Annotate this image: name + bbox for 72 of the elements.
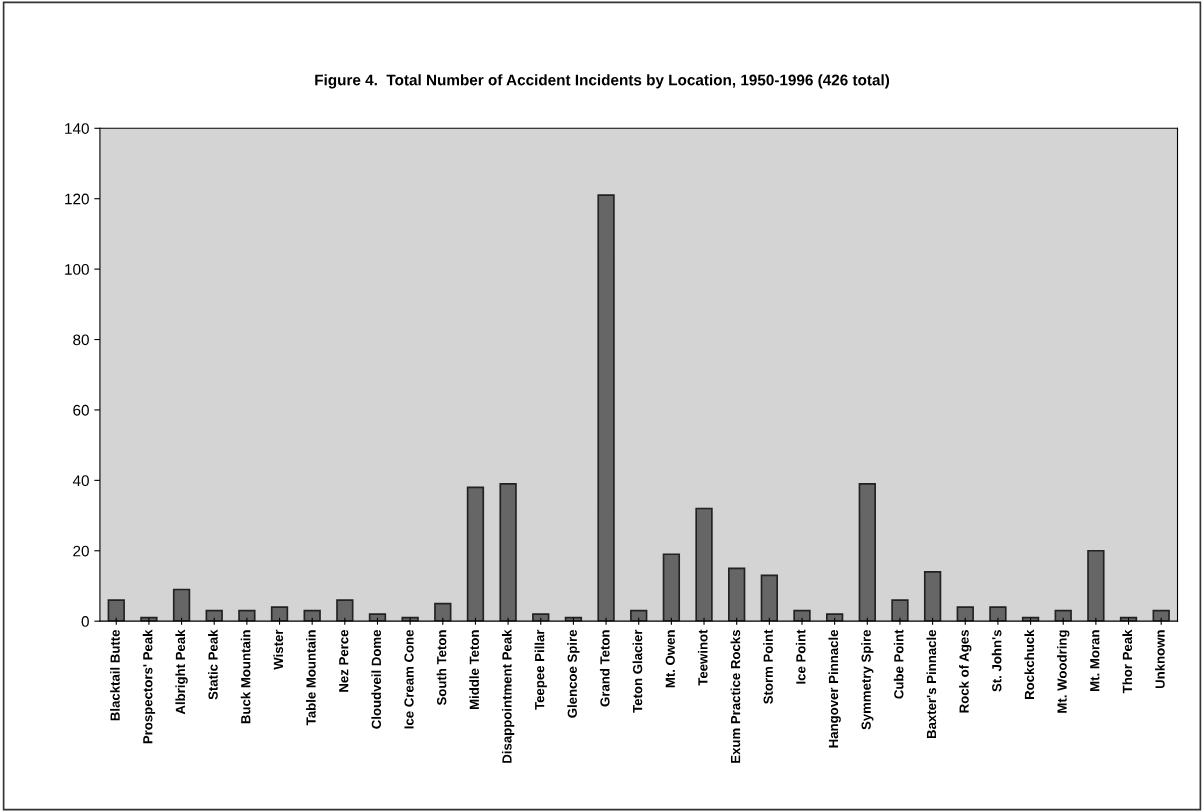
x-tick-label: Teton Glacier: [632, 629, 643, 713]
x-tick-label: Cloudveil Dome: [371, 629, 382, 729]
bar: [956, 606, 974, 622]
bar: [630, 609, 648, 622]
x-tick-label: Symmetry Spire: [861, 629, 874, 730]
x-tick-label: Rock of Ages: [959, 630, 972, 713]
y-tick-label: 20: [73, 545, 89, 557]
bar: [662, 553, 681, 622]
x-tick-label: Mt. Owen: [665, 630, 675, 688]
bar: [532, 613, 550, 622]
bar: [1152, 609, 1170, 622]
bar: [466, 486, 485, 622]
x-tick-label: Middle Teton: [469, 630, 479, 710]
bar: [270, 606, 289, 622]
bar: [303, 609, 321, 622]
bar: [1087, 549, 1105, 622]
x-tick-label: Cube Point: [893, 629, 904, 699]
y-tick-label: 80: [73, 334, 89, 346]
y-tick-label: 60: [73, 404, 89, 416]
bar: [728, 567, 746, 622]
x-tick-label: Ice Cream Cone: [404, 629, 414, 729]
x-tick-label: Buck Mountain: [240, 630, 251, 724]
bar: [238, 609, 256, 622]
chart-title: Figure 4. Total Number of Accident Incidents by Location, 1950-1996 (426 total): [315, 74, 890, 89]
x-tick-label: Static Peak: [208, 629, 218, 700]
x-tick-label: Prospectors' Peak: [142, 629, 156, 744]
x-tick-label: Nez Perce: [339, 629, 349, 692]
x-tick-label: Mt. Moran: [1090, 630, 1100, 691]
x-tick-label: Hangover Pinnacle: [828, 629, 841, 748]
bar: [825, 613, 844, 622]
x-tick-label: South Teton: [436, 630, 447, 706]
x-tick-label: Rockchuck: [1024, 629, 1035, 700]
bar: [401, 616, 419, 622]
bar: [760, 574, 779, 622]
y-tick-label: 140: [65, 123, 89, 134]
bar: [205, 609, 223, 622]
x-tick-label: Teewinot: [697, 629, 708, 686]
y-tick-label: 100: [65, 263, 89, 275]
x-tick-label: Table Mountain: [306, 630, 316, 726]
bar: [695, 507, 713, 622]
bar: [336, 599, 354, 622]
y-tick-label: 0: [81, 616, 89, 627]
x-tick-label: Exum Practice Rocks: [730, 630, 741, 763]
x-tick-label: Albright Peak: [175, 629, 188, 715]
x-tick-label: Unknown: [1155, 630, 1165, 689]
x-tick-label: Thor Peak: [1122, 629, 1133, 694]
y-tick-label: 40: [72, 475, 89, 487]
x-tick-label: Mt. Woodring: [1057, 630, 1070, 713]
x-tick-label: Baxter's Pinnacle: [926, 629, 937, 739]
bar: [368, 613, 387, 622]
y-tick-label: 120: [65, 193, 89, 205]
x-tick-label: Storm Point: [763, 629, 773, 704]
bar: [1054, 609, 1072, 622]
x-tick-label: Grand Teton: [599, 630, 610, 707]
bar: [858, 483, 876, 622]
x-tick-label: Disappointment Peak: [501, 629, 515, 763]
bar: [597, 194, 615, 622]
x-tick-label: Blacktail Butte: [110, 629, 120, 721]
bar: [793, 609, 811, 622]
x-tick-label: Ice Point: [795, 629, 806, 684]
x-tick-label: Glencoe Spire: [567, 629, 580, 718]
bar: [989, 606, 1007, 622]
bar: [499, 483, 517, 622]
bar: [891, 599, 909, 622]
x-tick-label: Wister: [273, 629, 284, 670]
bar: [107, 599, 125, 622]
bar: [434, 602, 452, 622]
bar: [923, 571, 942, 622]
x-tick-label: St. John's: [991, 630, 1002, 692]
bar: [140, 616, 158, 622]
bar: [172, 588, 191, 622]
x-tick-label: Teepee Pillar: [534, 629, 547, 710]
